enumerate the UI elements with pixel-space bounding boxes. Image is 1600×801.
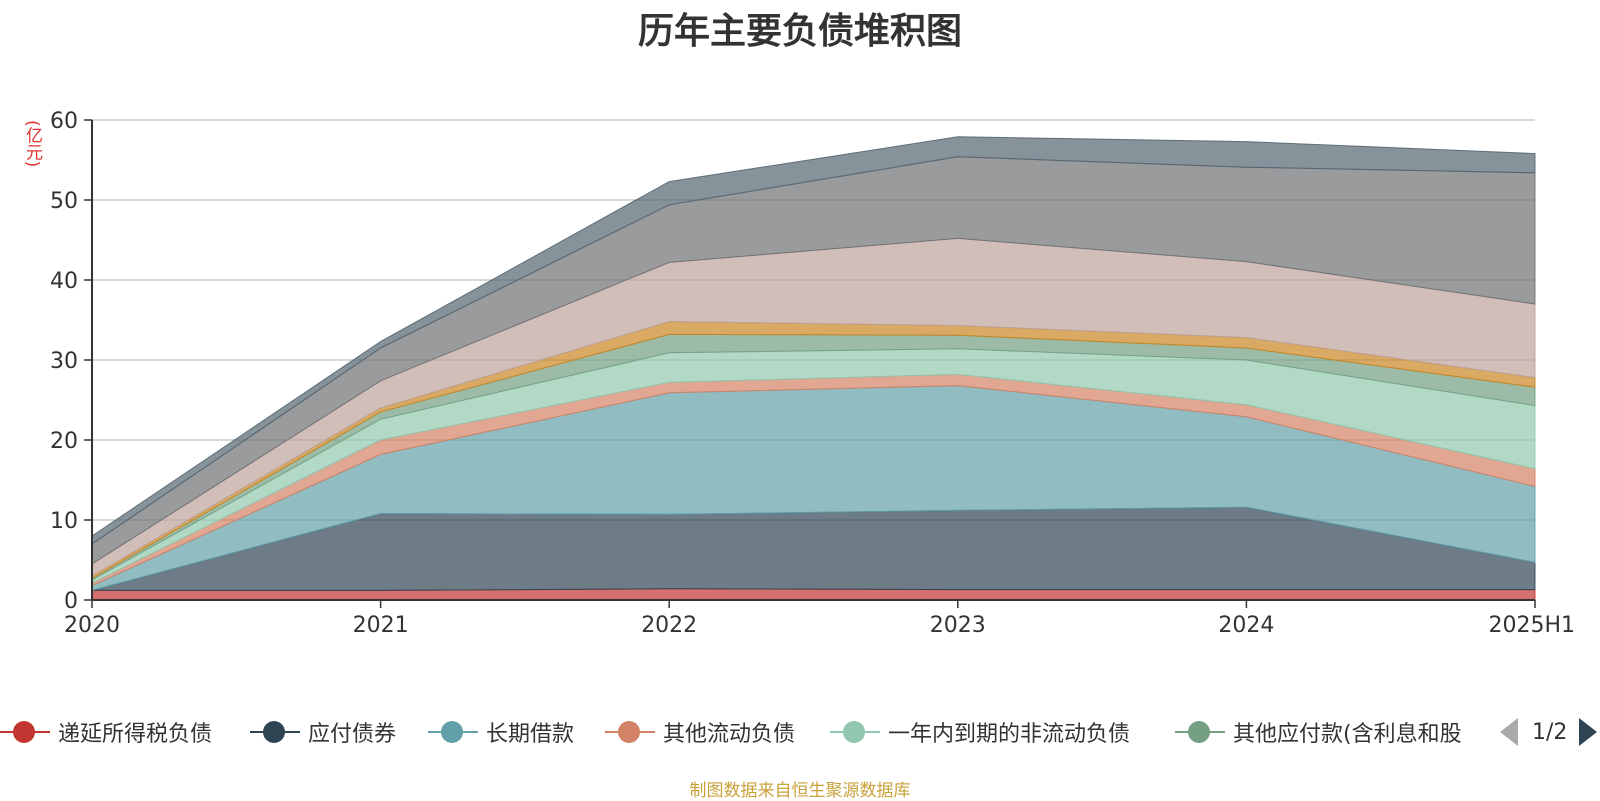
y-axis-unit-label: (亿元) <box>22 120 42 168</box>
x-tick-label: 2024 <box>1218 613 1274 638</box>
legend: 递延所得税负债 应付债券 长期借款 其他流动负债 一年内到期的非流动负债 其他应付款(含利… <box>0 712 1600 752</box>
legend-marker-icon <box>830 720 880 744</box>
y-tick-label: 20 <box>50 429 78 454</box>
legend-next-page-icon[interactable] <box>1579 718 1598 746</box>
legend-marker-icon <box>1175 720 1225 744</box>
x-tick-label: 2022 <box>641 613 697 638</box>
x-tick-label: 2021 <box>353 613 409 638</box>
stacked-area-chart: 0 10 20 30 40 50 60 2020 2021 2022 2023 2024 2025H1 <box>50 109 1575 638</box>
legend-label: 递延所得税负债 <box>58 722 213 747</box>
legend-item[interactable]: 一年内到期的非流动负债 <box>830 712 1130 752</box>
y-tick-label: 40 <box>50 269 78 294</box>
x-tick-label: 2023 <box>930 613 986 638</box>
x-tick-label: 2020 <box>64 613 120 638</box>
legend-marker-icon <box>428 720 478 744</box>
y-tick-label: 60 <box>50 109 78 134</box>
chart-title: 历年主要负债堆积图 <box>637 11 962 52</box>
y-tick-label: 30 <box>50 349 78 374</box>
legend-label: 其他流动负债 <box>663 722 796 747</box>
legend-page-indicator: 1/2 <box>1532 719 1568 745</box>
x-tick-label: 2025H1 <box>1488 613 1575 638</box>
legend-marker-icon <box>250 720 300 744</box>
axes: 0 10 20 30 40 50 60 2020 2021 2022 2023 2024 2025H1 <box>50 109 1575 638</box>
legend-marker-icon <box>0 720 50 744</box>
legend-prev-page-icon[interactable] <box>1500 718 1518 746</box>
legend-item[interactable]: 长期借款 <box>428 712 574 752</box>
legend-label: 其他应付款(含利息和股 <box>1233 722 1462 747</box>
source-note: 制图数据来自恒生聚源数据库 <box>689 781 911 801</box>
legend-label: 长期借款 <box>486 722 575 747</box>
y-tick-label: 0 <box>64 589 78 614</box>
area-series <box>91 136 1536 601</box>
legend-marker-icon <box>605 720 655 744</box>
y-tick-label: 10 <box>50 509 78 534</box>
legend-item[interactable]: 递延所得税负债 <box>0 712 212 752</box>
legend-label: 一年内到期的非流动负债 <box>888 722 1131 747</box>
legend-pager: 1/2 <box>1500 712 1598 752</box>
legend-item[interactable]: 其他应付款(含利息和股 <box>1175 712 1462 752</box>
y-tick-label: 50 <box>50 189 78 214</box>
legend-item[interactable]: 应付债券 <box>250 712 396 752</box>
area-series-9[interactable] <box>91 136 1536 545</box>
legend-item[interactable]: 其他流动负债 <box>605 712 795 752</box>
legend-label: 应付债券 <box>308 722 397 747</box>
